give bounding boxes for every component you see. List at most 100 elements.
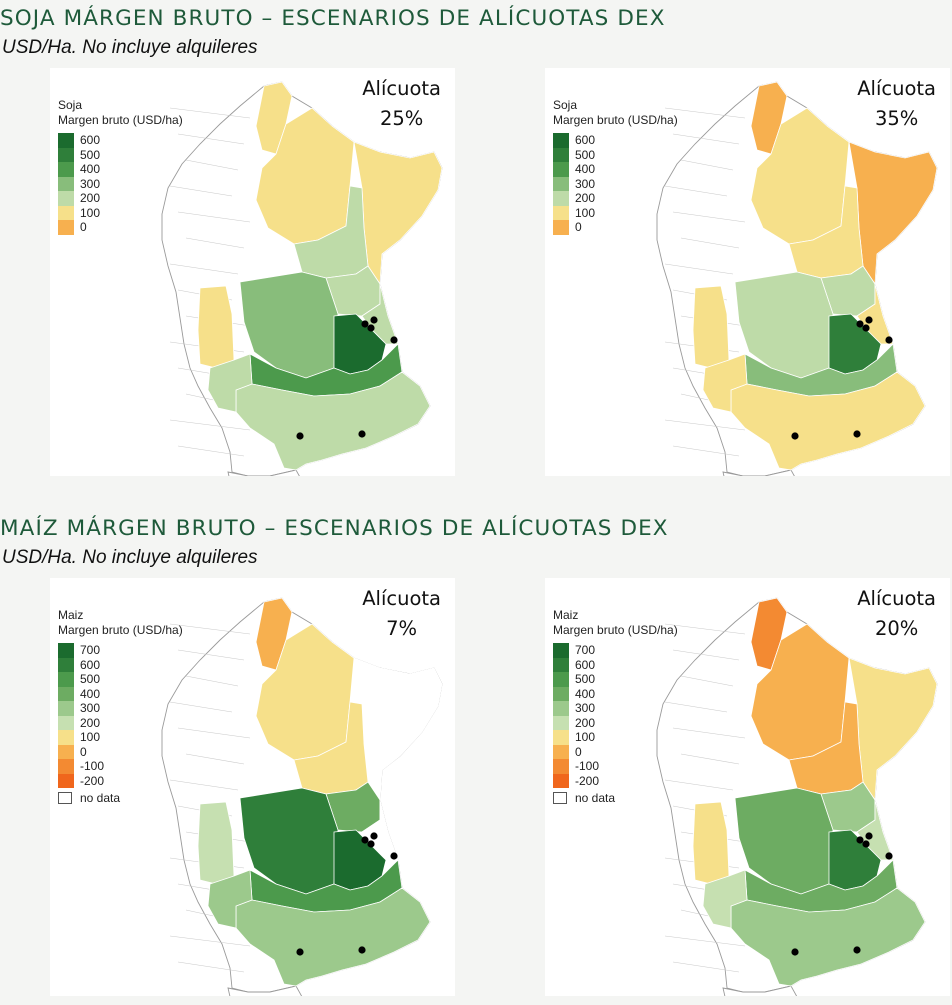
legend-swatch (58, 162, 74, 177)
legend-label: 500 (80, 672, 101, 686)
legend-label: 300 (575, 176, 596, 191)
city-marker (358, 430, 366, 438)
district-boundary (169, 107, 251, 119)
region-la-pampa (702, 869, 748, 929)
legend-swatch (553, 191, 569, 206)
argentina-map (656, 597, 938, 996)
legend-crop: Soja (58, 98, 83, 112)
legend-item: 200 (553, 715, 678, 730)
legend-item: 600 (553, 133, 678, 148)
legend-label: 0 (575, 744, 582, 759)
legend-swatch (553, 715, 569, 730)
city-marker (390, 336, 398, 344)
legend-label: 100 (575, 205, 596, 220)
legend-item: 300 (58, 701, 183, 716)
map-panel-soja-35: Soja Margen bruto (USD/ha) 600 500 400 300 200… (545, 68, 950, 476)
district-boundary (664, 701, 728, 713)
region-bsas-south (730, 371, 926, 471)
legend-label: 600 (80, 657, 101, 672)
region-west-strip (197, 285, 235, 369)
district-boundary (169, 935, 251, 947)
district-boundary (672, 445, 740, 457)
legend-item: 400 (58, 686, 183, 701)
legend-item: 0 (58, 220, 183, 235)
legend-swatch (58, 701, 74, 716)
legend-item: 200 (553, 191, 678, 206)
legend-title: Margen bruto (USD/ha) (58, 622, 183, 637)
legend-label: 0 (80, 744, 87, 759)
map-legend: Soja Margen bruto (USD/ha) 600 500 400 300 200… (553, 98, 678, 235)
legend-item: 300 (553, 176, 678, 191)
legend-swatch (553, 672, 569, 687)
legend-label: 200 (575, 191, 596, 205)
legend-swatch (553, 701, 569, 716)
district-boundary (185, 675, 239, 687)
scenario-title: Alícuota (362, 77, 441, 100)
district-boundary (664, 419, 746, 431)
city-marker (358, 946, 366, 954)
district-boundary (664, 185, 728, 197)
region-west-strip (692, 285, 730, 369)
legend-label: 100 (80, 730, 101, 744)
argentina-map (161, 597, 443, 996)
legend-swatch (553, 205, 569, 220)
legend-item: 600 (553, 657, 678, 672)
legend-swatch (58, 133, 74, 148)
legend-item: -200 (58, 773, 183, 788)
city-marker (885, 336, 893, 344)
legend-item: 500 (553, 147, 678, 162)
section-title-maiz: MAÍZ MÁRGEN BRUTO – ESCENARIOS DE ALÍCUO… (0, 516, 669, 541)
legend-item: -200 (553, 773, 678, 788)
city-marker (853, 946, 861, 954)
district-boundary (672, 961, 740, 973)
district-boundary (177, 961, 245, 973)
scenario-title: Alícuota (857, 587, 936, 610)
legend-item: 500 (58, 147, 183, 162)
legend-item: 400 (553, 686, 678, 701)
city-marker (370, 832, 378, 840)
city-marker (862, 324, 870, 332)
scenario-label: Alícuota 7% (362, 584, 441, 644)
district-boundary (664, 107, 746, 119)
legend-item: 100 (553, 730, 678, 745)
city-marker (367, 324, 375, 332)
legend-swatch (58, 220, 74, 235)
district-boundary (664, 263, 734, 275)
section-title-soja: SOJA MÁRGEN BRUTO – ESCENARIOS DE ALÍCUO… (0, 6, 666, 31)
legend-item: 0 (553, 220, 678, 235)
legend-swatch (553, 686, 569, 701)
district-boundary (169, 185, 233, 197)
scenario-label: Alícuota 25% (362, 74, 441, 134)
city-marker (885, 852, 893, 860)
legend-item: 600 (58, 657, 183, 672)
city-marker (791, 948, 799, 956)
legend-label: 200 (80, 191, 101, 205)
map-panel-soja-25: Soja Margen bruto (USD/ha) 600 500 400 300 200… (50, 68, 455, 476)
legend-swatch (553, 792, 567, 805)
legend-label: 400 (575, 686, 596, 701)
legend-swatch (58, 657, 74, 672)
district-boundary (169, 263, 239, 275)
city-marker (865, 832, 873, 840)
legend-swatch (553, 759, 569, 774)
scenario-rate: 35% (874, 107, 919, 130)
southern-region-outline (722, 469, 795, 476)
legend-swatch (58, 744, 74, 759)
district-boundary (672, 727, 746, 739)
legend-item: 0 (58, 744, 183, 759)
legend-swatch (58, 773, 74, 788)
district-boundary (177, 211, 251, 223)
city-marker (853, 430, 861, 438)
legend-item: -100 (553, 759, 678, 774)
legend-swatch (553, 133, 569, 148)
legend-label: -200 (575, 773, 600, 788)
district-boundary (185, 753, 245, 765)
legend-swatch (553, 147, 569, 162)
legend-label: 600 (575, 657, 596, 672)
city-marker (361, 836, 369, 844)
section-subtitle-maiz: USD/Ha. No incluye alquileres (2, 547, 258, 568)
legend-swatch (553, 220, 569, 235)
legend-label: 100 (575, 730, 596, 744)
district-boundary (664, 623, 746, 635)
legend-item: 500 (553, 672, 678, 687)
